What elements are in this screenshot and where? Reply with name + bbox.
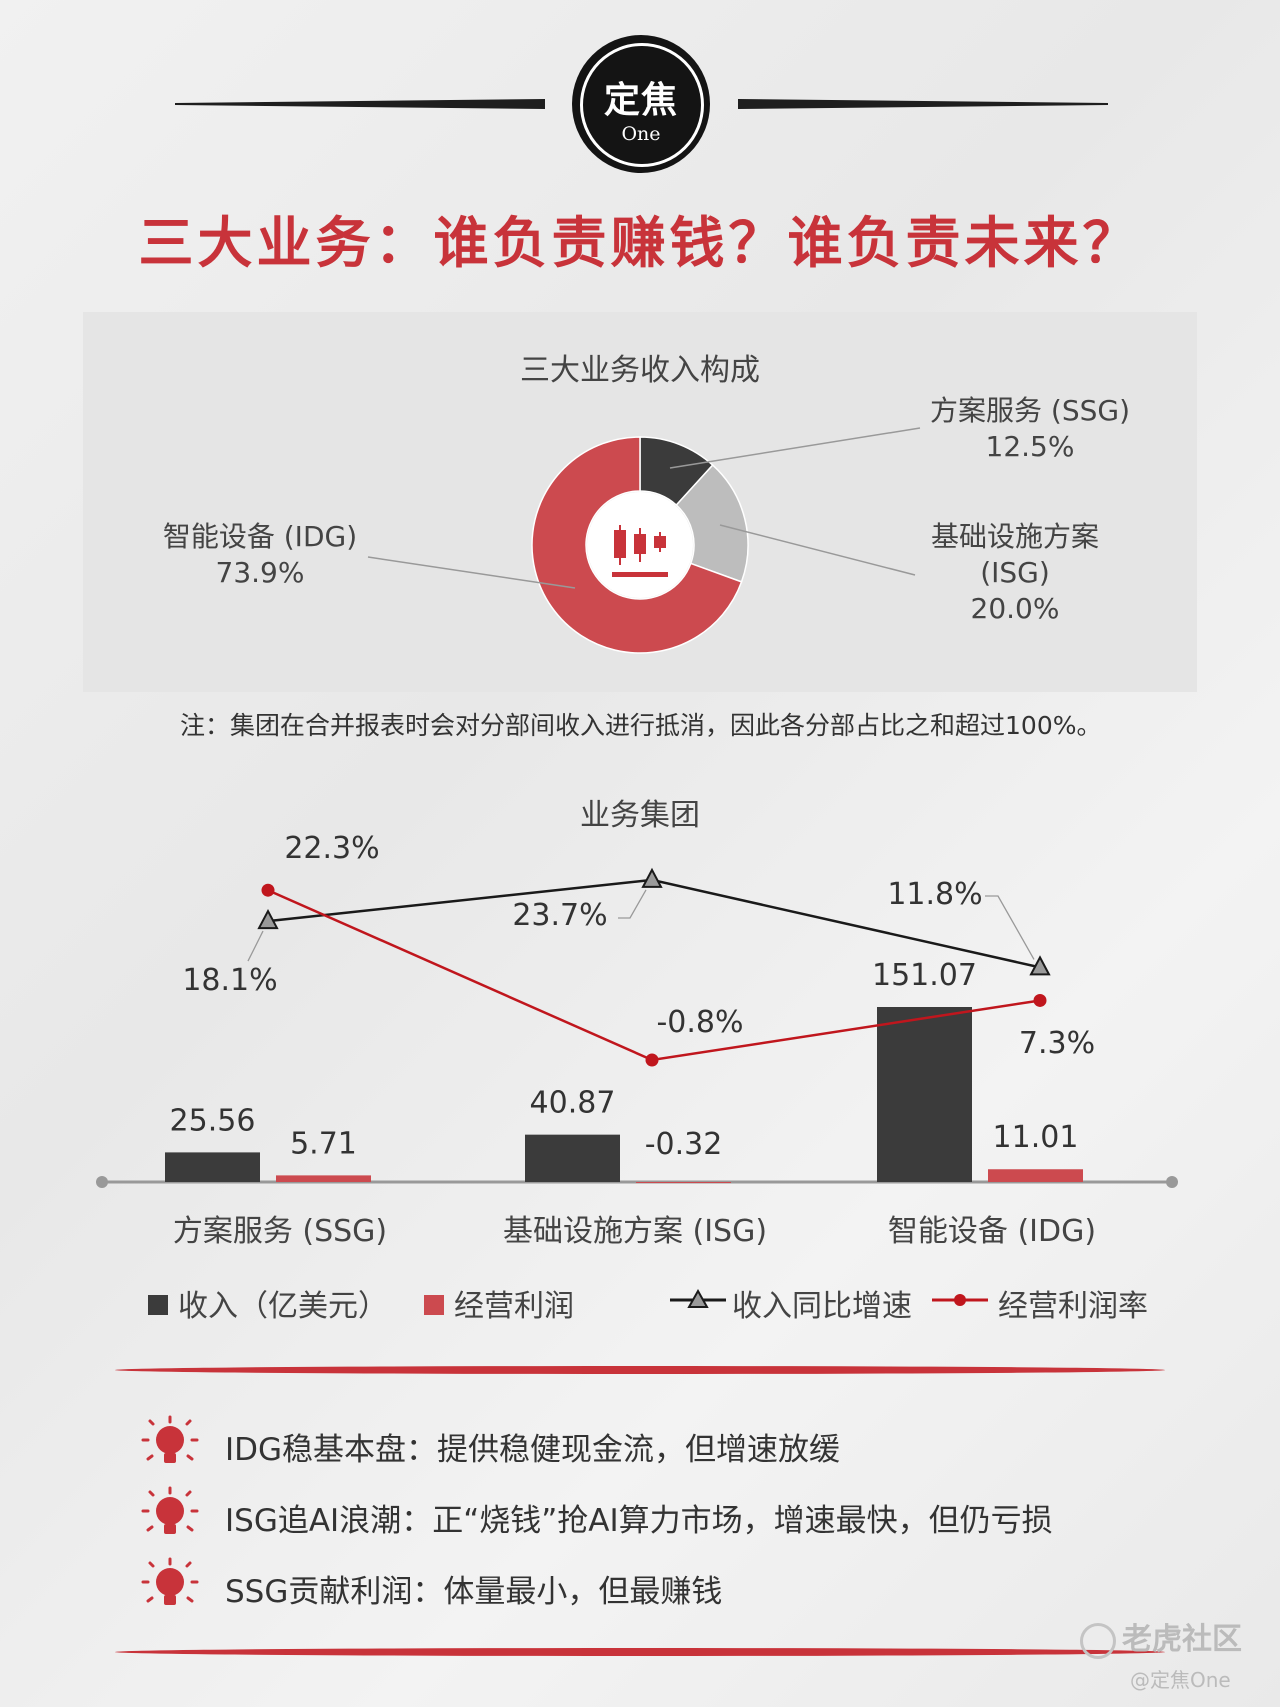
data-label-growth-ssg: 18.1% — [182, 963, 277, 998]
donut-label-idg-name: 智能设备 (IDG) — [162, 520, 358, 553]
divider-brush-top — [115, 1366, 1165, 1374]
data-label-margin-ssg: 22.3% — [284, 831, 379, 866]
data-label-revenue-ssg: 25.56 — [170, 1103, 256, 1138]
page-title: 三大业务：谁负责赚钱？谁负责未来？ — [138, 211, 1142, 275]
marker-margin-isg — [645, 1053, 659, 1067]
bar-revenue-isg — [525, 1134, 620, 1182]
divider-brush-bottom — [115, 1648, 1165, 1656]
bullet-text-isg: ISG追AI浪潮：正“烧钱”抢AI算力市场，增速最快，但仍亏损 — [225, 1503, 1053, 1539]
leader-line-idg — [367, 556, 576, 589]
header-bar-left — [175, 99, 545, 109]
header-bar-right — [738, 99, 1108, 109]
marker-margin-ssg — [261, 883, 275, 897]
marker-growth-ssg — [257, 908, 279, 930]
leader-growth-idg — [985, 895, 1035, 960]
data-label-margin-isg: -0.8% — [656, 1005, 743, 1040]
watermark-brand-text: 老虎社区 — [1122, 1622, 1242, 1657]
lightbulb-icon — [141, 1415, 199, 1463]
category-label-idg: 智能设备 (IDG) — [887, 1214, 1097, 1249]
logo-text-cn: 定焦 — [603, 80, 678, 121]
x-axis-end-left — [96, 1176, 108, 1188]
tiger-logo-icon — [1080, 1622, 1116, 1659]
brand-logo: 定焦 One — [572, 35, 710, 173]
legend-label-revenue: 收入（亿美元） — [178, 1289, 388, 1324]
logo-ring — [580, 43, 704, 167]
donut-label-ssg-value: 12.5% — [985, 430, 1075, 463]
legend-marker-margin — [932, 1294, 988, 1306]
data-label-margin-idg: 7.3% — [1019, 1026, 1095, 1061]
data-label-profit-idg: 11.01 — [993, 1120, 1079, 1155]
lightbulb-icon — [141, 1557, 199, 1605]
leader-line-ssg — [669, 427, 921, 469]
bullet-text-ssg: SSG贡献利润：体量最小，但最赚钱 — [225, 1574, 723, 1610]
donut-title: 三大业务收入构成 — [520, 353, 760, 388]
donut-label-ssg-name: 方案服务 (SSG) — [930, 394, 1130, 427]
data-label-growth-isg: 23.7% — [512, 898, 607, 933]
watermark-handle: @定焦One — [1130, 1668, 1231, 1692]
donut-label-idg-value: 73.9% — [215, 556, 305, 589]
bar-revenue-idg — [877, 1007, 972, 1182]
bar-profit-isg — [636, 1182, 731, 1183]
legend-label-margin: 经营利润率 — [998, 1289, 1148, 1324]
bar-profit-idg — [988, 1169, 1083, 1182]
legend-swatch-profit — [424, 1294, 444, 1315]
donut-label-isg-name2: (ISG) — [980, 556, 1050, 589]
legend-revenue: 收入（亿美元） — [148, 1281, 388, 1325]
data-label-revenue-idg: 151.07 — [872, 958, 977, 993]
bullet-text-idg: IDG稳基本盘：提供稳健现金流，但增速放缓 — [225, 1432, 841, 1468]
chart-title: 业务集团 — [580, 798, 700, 833]
leader-line-isg — [719, 524, 916, 576]
footnote: 注：集团在合并报表时会对分部间收入进行抵消，因此各分部占比之和超过100%。 — [180, 711, 1102, 740]
data-label-revenue-isg: 40.87 — [530, 1086, 616, 1121]
category-label-isg: 基础设施方案 (ISG) — [502, 1214, 768, 1249]
donut-slice-idg — [531, 436, 743, 654]
legend-label-profit: 经营利润 — [454, 1289, 574, 1324]
bar-profit-ssg — [276, 1175, 371, 1182]
donut-label-ssg: 方案服务 (SSG) 12.5% — [910, 393, 1150, 465]
marker-growth-idg — [1029, 955, 1051, 976]
donut-label-idg: 智能设备 (IDG) 73.9% — [140, 519, 380, 591]
x-axis-end-right — [1166, 1176, 1178, 1188]
donut-label-isg: 基础设施方案 (ISG) 20.0% — [905, 519, 1125, 627]
lightbulb-icon — [141, 1486, 199, 1534]
legend-profit: 经营利润 — [424, 1281, 574, 1325]
data-label-profit-ssg: 5.71 — [290, 1126, 357, 1161]
donut-label-isg-name1: 基础设施方案 — [930, 520, 1099, 553]
combo-chart: 25.56 5.71 40.87 -0.32 151.07 11.01 18.1% 23.7%… — [96, 831, 1178, 1188]
category-label-ssg: 方案服务 (SSG) — [172, 1214, 388, 1249]
donut-chart — [367, 427, 921, 654]
legend-label-growth: 收入同比增速 — [732, 1289, 912, 1324]
watermark-brand: 老虎社区 — [1080, 1614, 1242, 1659]
legend-marker-growth — [670, 1288, 726, 1308]
data-label-growth-idg: 11.8% — [887, 877, 982, 912]
marker-growth-isg — [641, 867, 663, 888]
logo-text-en: One — [621, 123, 661, 145]
legend-swatch-revenue — [148, 1294, 168, 1315]
bar-revenue-ssg — [165, 1152, 260, 1182]
leader-growth-isg — [618, 889, 647, 919]
data-label-profit-isg: -0.32 — [645, 1127, 723, 1162]
donut-label-isg-value: 20.0% — [970, 592, 1060, 625]
center-candlestick-icon — [612, 525, 668, 577]
leader-growth-ssg — [247, 930, 264, 962]
marker-margin-idg — [1033, 993, 1047, 1007]
